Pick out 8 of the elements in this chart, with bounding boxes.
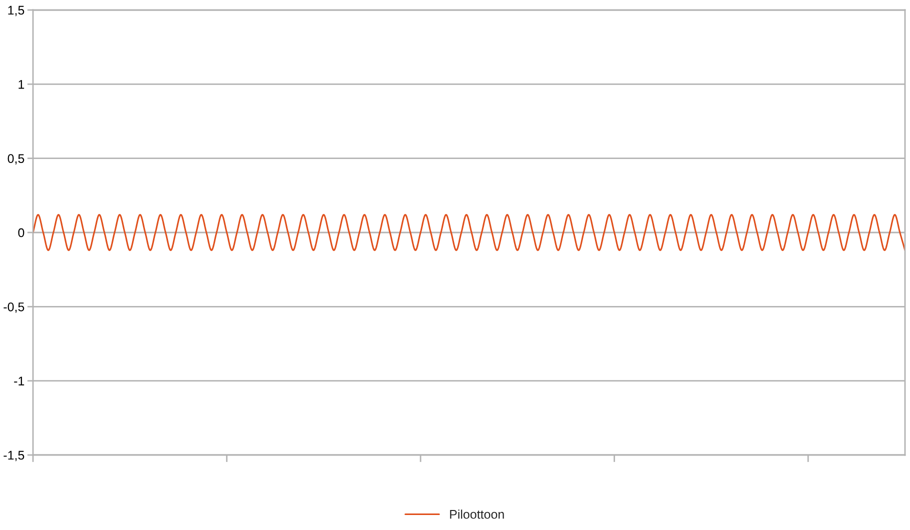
y-tick-label: -1 [14, 376, 24, 386]
legend-label: Piloottoon [450, 510, 504, 519]
y-tick-label: 0 [18, 228, 24, 238]
y-tick-label: 0,5 [8, 154, 24, 164]
y-tick-label: 1 [18, 80, 24, 89]
y-tick-label: -1,5 [4, 450, 24, 462]
y-tick-label: 1,5 [8, 6, 24, 16]
y-tick-label: -0,5 [4, 302, 24, 313]
